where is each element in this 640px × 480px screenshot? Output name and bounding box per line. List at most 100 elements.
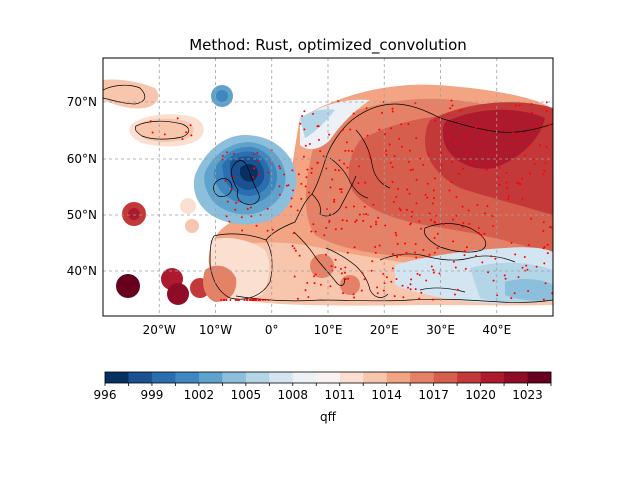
station-marker <box>416 272 419 275</box>
station-marker <box>329 285 332 288</box>
station-marker <box>374 251 377 254</box>
colorbar-tick-label: 996 <box>94 388 117 402</box>
station-marker <box>534 125 537 128</box>
station-marker <box>310 230 313 233</box>
station-marker <box>229 299 232 301</box>
station-marker <box>331 178 334 181</box>
station-marker <box>404 242 407 245</box>
station-marker <box>454 293 456 296</box>
station-marker <box>343 162 346 165</box>
station-marker <box>414 251 417 254</box>
station-marker <box>477 231 480 234</box>
station-marker <box>436 247 439 250</box>
station-marker <box>492 224 495 227</box>
station-marker <box>378 128 381 131</box>
station-marker <box>293 247 296 250</box>
station-marker <box>246 207 249 210</box>
station-marker <box>543 169 546 172</box>
station-marker <box>256 151 259 154</box>
station-marker <box>304 289 307 292</box>
station-marker <box>252 299 255 301</box>
map-area <box>103 58 553 316</box>
station-marker <box>237 299 240 301</box>
station-marker <box>424 193 427 196</box>
station-marker <box>408 192 411 195</box>
station-marker <box>341 219 344 222</box>
station-marker <box>399 209 402 212</box>
colorbar-segment <box>480 372 505 383</box>
station-marker <box>307 296 310 299</box>
station-marker <box>385 276 388 279</box>
station-marker <box>376 286 379 289</box>
station-marker <box>418 274 421 276</box>
station-marker <box>433 197 435 199</box>
station-marker <box>369 225 372 228</box>
station-marker <box>385 153 388 156</box>
station-marker <box>492 279 495 282</box>
station-marker <box>414 243 417 246</box>
station-marker <box>382 272 385 275</box>
station-marker <box>430 265 433 268</box>
station-marker <box>483 232 486 235</box>
station-marker <box>535 265 538 268</box>
station-marker <box>532 158 535 161</box>
station-marker <box>389 161 392 164</box>
colorbar-segment <box>128 372 153 383</box>
station-marker <box>477 227 480 230</box>
station-marker <box>248 299 251 301</box>
station-marker <box>314 230 317 233</box>
gridlines <box>103 58 553 316</box>
station-marker <box>228 220 231 223</box>
station-marker <box>398 137 401 140</box>
colorbar-segment <box>105 372 129 383</box>
colorbar-segment <box>222 372 247 383</box>
station-marker <box>221 154 224 157</box>
station-marker <box>395 195 398 198</box>
colorbar-segment <box>504 372 528 383</box>
station-marker <box>352 112 355 115</box>
station-marker <box>426 182 429 185</box>
station-marker <box>465 246 468 249</box>
station-marker <box>376 292 379 295</box>
station-marker <box>434 221 436 224</box>
colorbar-segment <box>175 372 200 383</box>
station-marker <box>334 228 337 231</box>
plot-title: Method: Rust, optimized_convolution <box>189 36 467 55</box>
station-marker <box>253 167 256 169</box>
station-marker <box>371 260 374 263</box>
station-marker <box>406 188 409 191</box>
station-marker <box>308 191 310 194</box>
colorbar-tick-label: 1005 <box>231 388 262 402</box>
station-marker <box>427 153 430 156</box>
station-marker <box>542 230 545 232</box>
station-marker <box>319 283 322 286</box>
station-marker <box>396 242 399 245</box>
station-marker <box>521 177 523 180</box>
station-marker <box>334 258 337 261</box>
station-marker <box>455 196 458 198</box>
station-marker <box>189 124 192 127</box>
map-frame <box>102 57 554 317</box>
station-marker <box>463 250 466 253</box>
station-marker <box>507 195 510 198</box>
station-marker <box>357 182 360 185</box>
station-marker <box>354 220 357 223</box>
colorbar-tick-label: 1002 <box>184 388 215 402</box>
lon-tick-label: 10°E <box>314 323 343 337</box>
station-marker <box>352 293 355 296</box>
station-marker <box>419 227 422 230</box>
station-marker <box>543 262 546 265</box>
station-marker <box>448 189 451 192</box>
station-marker <box>467 209 470 212</box>
station-marker <box>342 292 345 295</box>
station-marker <box>190 134 193 137</box>
station-marker <box>418 220 421 223</box>
station-marker <box>259 299 261 301</box>
station-marker <box>238 199 241 202</box>
station-marker <box>298 254 301 257</box>
station-marker <box>310 167 313 170</box>
station-marker <box>185 131 188 134</box>
station-marker <box>292 189 294 192</box>
station-marker <box>422 249 425 251</box>
station-marker <box>521 266 524 269</box>
